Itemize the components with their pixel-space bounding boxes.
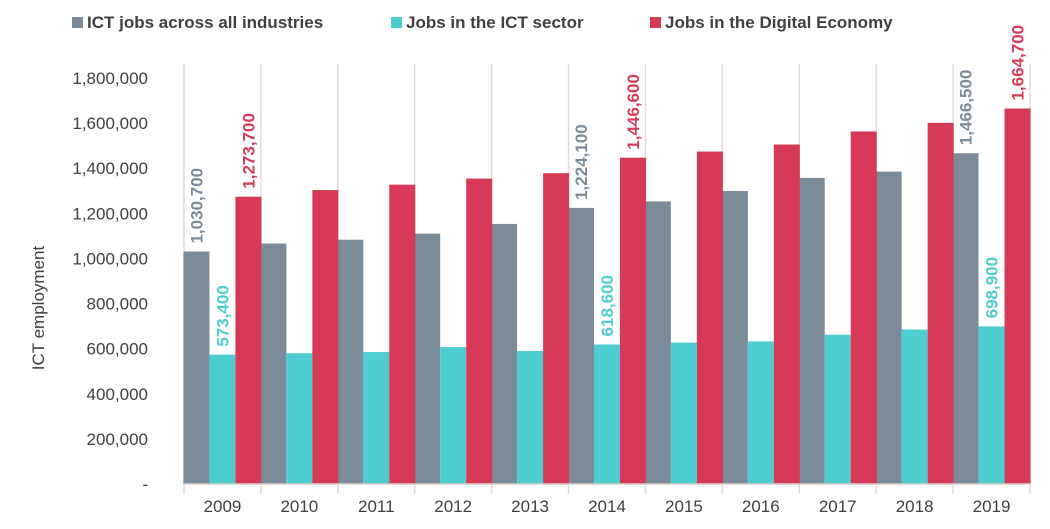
bars	[183, 108, 1031, 485]
bar-jobs-in-the-digital-economy-2015	[696, 151, 723, 484]
y-axis-title: ICT employment	[29, 246, 48, 371]
legend-swatch-jobs-in-the-digital-economy	[650, 17, 661, 28]
y-tick-label: 1,400,000	[72, 159, 148, 178]
bar-jobs-in-the-ict-sector-2018	[901, 329, 928, 484]
legend-swatch-jobs-in-the-ict-sector	[391, 17, 402, 28]
bar-jobs-in-the-ict-sector-2014	[594, 344, 620, 484]
data-label-ict-jobs-across-all-industries-2019: 1,466,500	[957, 70, 976, 146]
bar-ict-jobs-across-all-industries-2010	[260, 243, 287, 484]
data-label-jobs-in-the-ict-sector-2009: 573,400	[213, 285, 232, 346]
bar-jobs-in-the-digital-economy-2010	[312, 190, 339, 484]
bar-jobs-in-the-ict-sector-2010	[286, 353, 313, 484]
bar-jobs-in-the-ict-sector-2019	[978, 326, 1005, 484]
bar-ict-jobs-across-all-industries-2016	[721, 191, 748, 484]
x-axis: 2009 2010 2011 2012 2013 2014 2015 2016 2017 2018…	[184, 483, 1030, 516]
data-label-ict-jobs-across-all-industries-2009: 1,030,700	[187, 168, 206, 244]
bar-jobs-in-the-digital-economy-2011	[389, 184, 416, 484]
bar-jobs-in-the-ict-sector-2012	[440, 347, 467, 484]
y-axis: - 200,000 400,000 600,000 800,000 1,000,000 1,…	[72, 69, 148, 494]
bar-jobs-in-the-digital-economy-2018	[927, 122, 954, 484]
legend-swatch-ict-jobs-across-all-industries	[72, 17, 83, 28]
x-tick-label-2009: 2009	[204, 497, 242, 516]
bar-ict-jobs-across-all-industries-2009	[183, 251, 210, 484]
bar-ict-jobs-across-all-industries-2011	[337, 239, 364, 484]
bar-jobs-in-the-digital-economy-2012	[466, 178, 493, 484]
x-tick-label-2012: 2012	[434, 497, 472, 516]
legend: ICT jobs across all industries Jobs in th…	[72, 13, 893, 32]
bar-ict-jobs-across-all-industries-2012	[414, 233, 441, 484]
y-tick-label: 1,800,000	[72, 69, 148, 88]
y-tick-label: 600,000	[87, 340, 148, 359]
x-tick-label-2017: 2017	[819, 497, 857, 516]
bar-jobs-in-the-digital-economy-2019	[1004, 108, 1031, 484]
bar-jobs-in-the-digital-economy-2017	[850, 131, 877, 484]
bar-jobs-in-the-digital-economy-2013	[543, 173, 570, 484]
bar-jobs-in-the-ict-sector-2015	[670, 342, 697, 484]
legend-label-jobs-in-the-ict-sector: Jobs in the ICT sector	[406, 13, 584, 32]
y-tick-label: 800,000	[87, 295, 148, 314]
bar-ict-jobs-across-all-industries-2019	[952, 153, 979, 484]
x-tick-label-2015: 2015	[665, 497, 703, 516]
data-label-jobs-in-the-digital-economy-2019: 1,664,700	[1009, 25, 1028, 101]
bar-jobs-in-the-ict-sector-2011	[363, 352, 390, 484]
data-labels: 1,030,700 1,224,100 1,466,500 573,400 618,60…	[187, 25, 1027, 347]
bar-ict-jobs-across-all-industries-2017	[798, 177, 825, 484]
y-tick-label: 200,000	[87, 430, 148, 449]
data-label-jobs-in-the-ict-sector-2019: 698,900	[983, 257, 1002, 318]
bar-ict-jobs-across-all-industries-2013	[491, 223, 518, 484]
y-tick-label: 1,200,000	[72, 204, 148, 223]
legend-label-ict-jobs-across-all-industries: ICT jobs across all industries	[87, 13, 323, 32]
y-tick-label: 400,000	[87, 385, 148, 404]
x-tick-label-2014: 2014	[588, 497, 626, 516]
bar-jobs-in-the-ict-sector-2016	[747, 341, 774, 484]
bar-jobs-in-the-digital-economy-2016	[773, 144, 800, 485]
x-tick-label-2013: 2013	[511, 497, 549, 516]
x-tick-label-2019: 2019	[973, 497, 1011, 516]
x-tick-label-2010: 2010	[280, 497, 318, 516]
bar-ict-jobs-across-all-industries-2014	[568, 207, 594, 484]
y-tick-label: 1,000,000	[72, 249, 148, 268]
bar-jobs-in-the-digital-economy-2014	[620, 157, 646, 484]
y-tick-label: 1,600,000	[72, 114, 148, 133]
x-tick-label-2011: 2011	[358, 497, 395, 516]
legend-label-jobs-in-the-digital-economy: Jobs in the Digital Economy	[665, 13, 893, 32]
bar-ict-jobs-across-all-industries-2015	[644, 201, 671, 484]
x-tick-label-2016: 2016	[742, 497, 780, 516]
bar-jobs-in-the-ict-sector-2009	[209, 354, 236, 484]
data-label-jobs-in-the-ict-sector-2014: 618,600	[598, 275, 617, 336]
bar-ict-jobs-across-all-industries-2018	[875, 171, 902, 484]
x-tick-label-2018: 2018	[896, 497, 934, 516]
data-label-jobs-in-the-digital-economy-2009: 1,273,700	[239, 113, 258, 189]
data-label-jobs-in-the-digital-economy-2014: 1,446,600	[624, 74, 643, 150]
y-tick-label: -	[142, 475, 148, 494]
data-label-ict-jobs-across-all-industries-2014: 1,224,100	[572, 124, 591, 200]
bar-jobs-in-the-ict-sector-2017	[824, 334, 851, 484]
bar-jobs-in-the-ict-sector-2013	[517, 350, 544, 484]
bar-jobs-in-the-digital-economy-2009	[235, 196, 262, 484]
